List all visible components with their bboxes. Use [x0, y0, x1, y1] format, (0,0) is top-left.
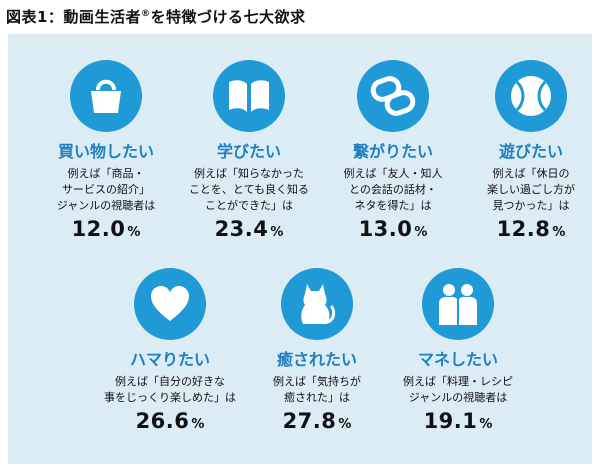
- desire-card-hooked: ハマりたい 例えば「自分の好きな 事をじっくり楽しめた」は 26.6%: [95, 268, 245, 433]
- percentage-unit: %: [338, 417, 352, 432]
- percentage-unit: %: [414, 225, 428, 240]
- figure-title: 図表1：動画生活者®を特徴づける七大欲求: [6, 6, 305, 27]
- desire-card-learning: 学びたい 例えば「知らなかった ことを、とても良く知る ことができた」は 23.…: [174, 60, 324, 241]
- percentage-value: 23.4: [214, 217, 269, 241]
- desire-card-shopping: 買い物したい 例えば「商品・ サービスの紹介」 ジャンルの視聴者は 12.0%: [31, 60, 181, 241]
- desc-line: との会話の話材・: [349, 183, 437, 196]
- desire-percentage: 26.6%: [95, 409, 245, 433]
- percentage-value: 12.8: [496, 217, 551, 241]
- desire-description: 例えば「気持ちが 癒された」は: [242, 374, 392, 406]
- tote-bag-icon: [70, 60, 142, 132]
- title-text: 図表1：動画生活者: [6, 8, 141, 26]
- desc-line: ことができた」は: [205, 199, 293, 212]
- desire-category: 繋がりたい: [352, 142, 433, 161]
- desc-line: 楽しい過ごし方が: [487, 183, 575, 196]
- desire-category: 癒されたい: [276, 350, 357, 369]
- title-rest: を特徴づける七大欲求: [150, 8, 306, 26]
- desires-panel: 買い物したい 例えば「商品・ サービスの紹介」 ジャンルの視聴者は 12.0% …: [8, 34, 592, 464]
- tennis-ball-icon: [495, 60, 567, 132]
- registered-mark: ®: [140, 9, 151, 19]
- desire-description: 例えば「友人・知人 との会話の話材・ ネタを得た」は: [318, 166, 468, 214]
- desc-line: 例えば「商品・: [67, 167, 145, 180]
- percentage-value: 13.0: [358, 217, 413, 241]
- two-people-icon: [422, 268, 494, 340]
- linked-rings-icon: [357, 60, 429, 132]
- desire-card-healing: 癒されたい 例えば「気持ちが 癒された」は 27.8%: [242, 268, 392, 433]
- desc-line: 例えば「休日の: [492, 167, 570, 180]
- desire-category: 学びたい: [216, 142, 281, 161]
- desire-percentage: 12.8%: [456, 217, 600, 241]
- desire-category: 遊びたい: [498, 142, 563, 161]
- percentage-unit: %: [270, 225, 284, 240]
- desire-category: マネしたい: [417, 350, 498, 369]
- desire-card-imitating: マネしたい 例えば「料理・レシピ ジャンルの視聴者は 19.1%: [383, 268, 533, 433]
- desc-line: 事をじっくり楽しめた」は: [104, 391, 236, 404]
- desire-description: 例えば「自分の好きな 事をじっくり楽しめた」は: [95, 374, 245, 406]
- percentage-unit: %: [479, 417, 493, 432]
- percentage-unit: %: [191, 417, 205, 432]
- percentage-unit: %: [552, 225, 566, 240]
- cat-icon: [281, 268, 353, 340]
- desire-description: 例えば「料理・レシピ ジャンルの視聴者は: [383, 374, 533, 406]
- desire-percentage: 12.0%: [31, 217, 181, 241]
- desc-line: 例えば「料理・レシピ: [403, 375, 513, 388]
- desc-line: ネタを得た」は: [354, 199, 432, 212]
- desc-line: サービスの紹介」: [62, 183, 150, 196]
- desire-description: 例えば「休日の 楽しい過ごし方が 見つかった」は: [456, 166, 600, 214]
- desc-line: ことを、とても良く知る: [188, 183, 310, 196]
- desire-category: ハマりたい: [129, 350, 210, 369]
- desire-category: 買い物したい: [57, 142, 154, 161]
- desire-percentage: 13.0%: [318, 217, 468, 241]
- desire-percentage: 19.1%: [383, 409, 533, 433]
- desc-line: 見つかった」は: [492, 199, 570, 212]
- desire-percentage: 23.4%: [174, 217, 324, 241]
- heart-icon: [134, 268, 206, 340]
- percentage-value: 12.0: [71, 217, 126, 241]
- percentage-value: 26.6: [135, 409, 190, 433]
- percentage-unit: %: [127, 225, 141, 240]
- open-book-icon: [213, 60, 285, 132]
- desire-card-playing: 遊びたい 例えば「休日の 楽しい過ごし方が 見つかった」は 12.8%: [456, 60, 600, 241]
- desc-line: 例えば「自分の好きな: [115, 375, 225, 388]
- desire-percentage: 27.8%: [242, 409, 392, 433]
- desc-line: ジャンルの視聴者は: [408, 391, 508, 404]
- desire-description: 例えば「商品・ サービスの紹介」 ジャンルの視聴者は: [31, 166, 181, 214]
- desc-line: 癒された」は: [284, 391, 350, 404]
- desire-card-connecting: 繋がりたい 例えば「友人・知人 との会話の話材・ ネタを得た」は 13.0%: [318, 60, 468, 241]
- desc-line: 例えば「気持ちが: [273, 375, 361, 388]
- percentage-value: 19.1: [423, 409, 478, 433]
- desc-line: 例えば「友人・知人: [343, 167, 443, 180]
- desc-line: 例えば「知らなかった: [194, 167, 304, 180]
- percentage-value: 27.8: [282, 409, 337, 433]
- desire-description: 例えば「知らなかった ことを、とても良く知る ことができた」は: [174, 166, 324, 214]
- desc-line: ジャンルの視聴者は: [56, 199, 156, 212]
